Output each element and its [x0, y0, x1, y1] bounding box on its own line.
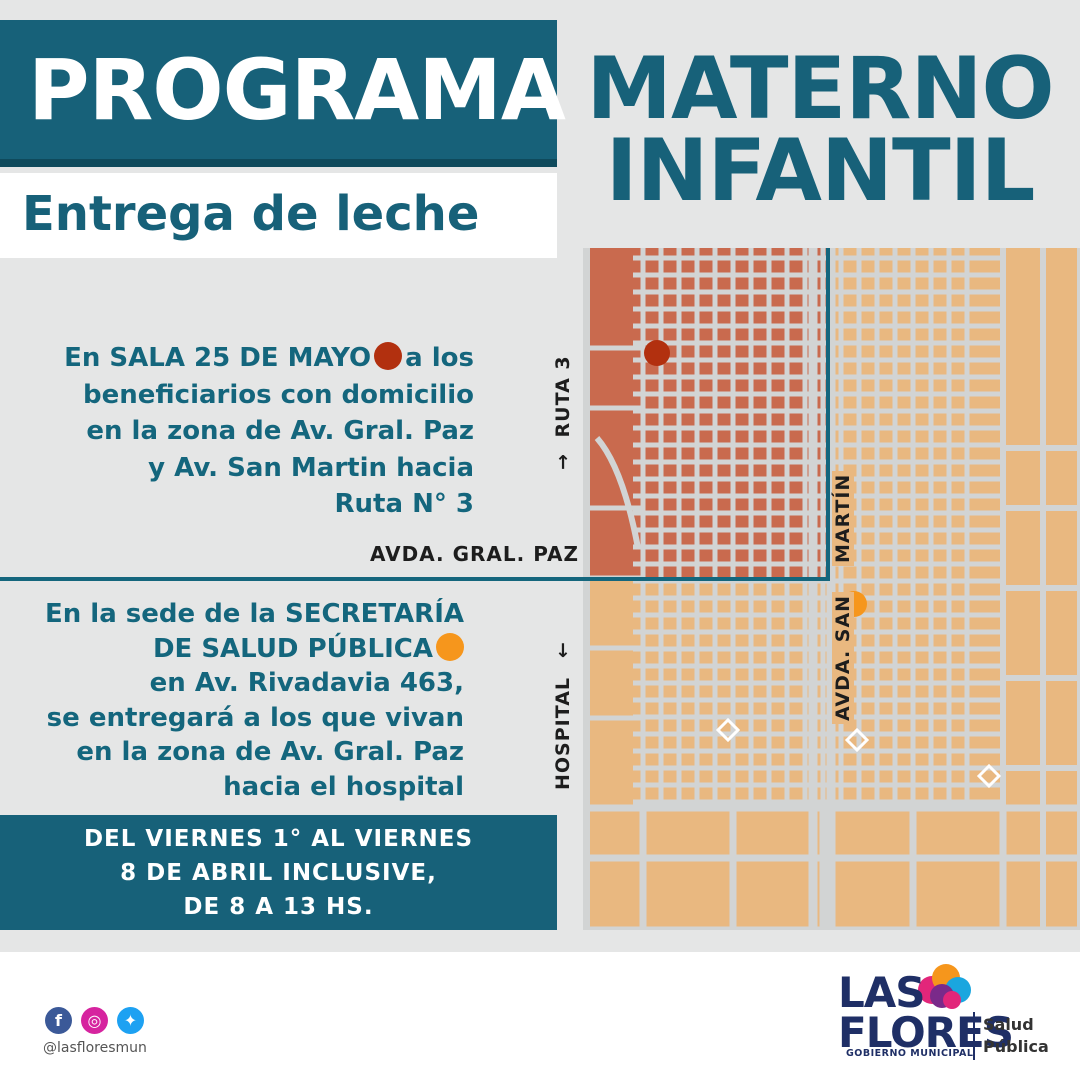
- dept-line1: Salud: [983, 1015, 1034, 1034]
- social-handle[interactable]: @lasfloresmun: [43, 1040, 147, 1056]
- city-map: [583, 248, 1080, 930]
- marker-sala-25-de-mayo: [644, 340, 670, 366]
- gral-paz-divider: [0, 577, 830, 581]
- plaza-diamond: [715, 717, 741, 743]
- flower-logo-icon: [918, 964, 971, 1009]
- subtitle-banner: [0, 173, 557, 258]
- block2-line4: se entregará a los que vivan: [46, 702, 464, 733]
- logo-tagline: GOBIERNO MUNICIPAL: [846, 1048, 974, 1059]
- title-materno-infantil: MATERNO INFANTIL: [570, 39, 1070, 221]
- title-line-materno: MATERNO: [586, 39, 1054, 139]
- dept-name: Salud Pública: [983, 1014, 1049, 1058]
- block1-line2: beneficiarios con domicilio: [83, 379, 474, 410]
- logo-flores: FLORES: [838, 1008, 1014, 1057]
- title-banner: [0, 20, 557, 159]
- info-secretaria-salud: En la sede de la SECRETARÍA DE SALUD PÚB…: [0, 597, 464, 804]
- label-san-martin-top: MARTÍN: [832, 470, 854, 566]
- block2-line5: en la zona de Av. Gral. Paz: [76, 737, 464, 767]
- twitter-icon[interactable]: ✦: [117, 1007, 144, 1034]
- info-sala-25-de-mayo: En SALA 25 DE MAYO a los beneficiarios co…: [4, 340, 474, 523]
- block1-line1a: En SALA 25 DE MAYO: [64, 343, 372, 373]
- logo-separator: [973, 1012, 975, 1060]
- block2-line1: En la sede de la SECRETARÍA: [44, 599, 464, 629]
- footer: [0, 952, 1080, 1080]
- plaza-diamond: [844, 727, 870, 753]
- block1-line4: y Av. San Martin hacia: [148, 452, 474, 483]
- dates-line2: 8 DE ABRIL INCLUSIVE,: [120, 860, 437, 886]
- dates-banner: [0, 815, 557, 930]
- block2-line2: DE SALUD PÚBLICA: [152, 633, 433, 664]
- block1-line3: en la zona de Av. Gral. Paz: [86, 416, 474, 446]
- title-line-infantil: INFANTIL: [605, 121, 1036, 221]
- orange-dot-icon: [436, 632, 464, 661]
- title-programa: PROGRAMA: [28, 41, 566, 139]
- label-ruta-3: → RUTA 3: [552, 355, 574, 470]
- street-grid: [583, 248, 1080, 930]
- plaza-diamond: [976, 763, 1002, 789]
- dates-line3: DE 8 A 13 HS.: [183, 894, 374, 920]
- label-hospital: HOSPITAL →: [552, 642, 574, 790]
- block1-line1b: a los: [405, 343, 474, 373]
- block2-line3: en Av. Rivadavia 463,: [149, 668, 464, 698]
- red-dot-icon: [374, 342, 403, 370]
- title-banner-shadow: [0, 159, 557, 167]
- dept-line2: Pública: [983, 1037, 1049, 1056]
- san-martin-divider: [826, 248, 830, 581]
- arrow-down-icon: →: [552, 642, 574, 660]
- arrow-up-icon: →: [552, 453, 574, 470]
- curved-street: [594, 436, 641, 549]
- block1-line5: Ruta N° 3: [334, 489, 474, 519]
- label-avda-gral-paz: AVDA. GRAL. PAZ: [370, 542, 580, 566]
- dates-text: DEL VIERNES 1° AL VIERNES 8 DE ABRIL INC…: [0, 822, 557, 924]
- instagram-icon[interactable]: ◎: [81, 1007, 108, 1034]
- facebook-icon[interactable]: f: [45, 1007, 72, 1034]
- logo-las: LAS: [838, 968, 926, 1017]
- label-san-martin-bottom: AVDA. SAN: [832, 591, 854, 724]
- dates-line1: DEL VIERNES 1° AL VIERNES: [83, 826, 474, 852]
- block2-line6: hacia el hospital: [223, 771, 464, 802]
- subtitle: Entrega de leche: [22, 186, 480, 242]
